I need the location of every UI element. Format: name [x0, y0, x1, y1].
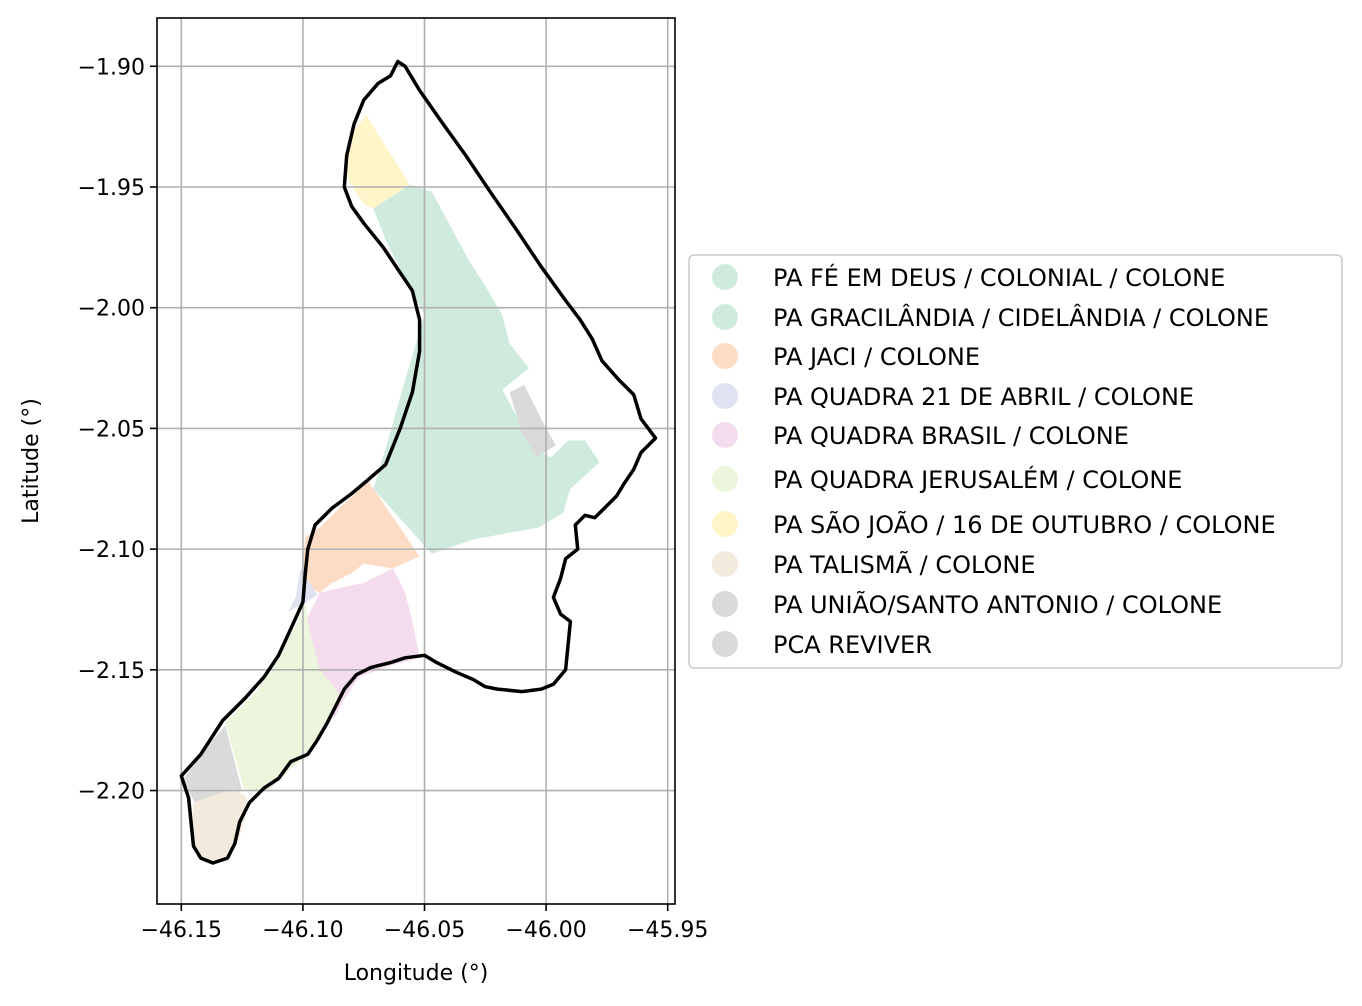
- legend-marker: [712, 264, 738, 290]
- legend-label: PCA REVIVER: [773, 631, 932, 659]
- legend-marker: [712, 591, 738, 617]
- region-2: [509, 385, 556, 458]
- y-tick-label: −2.00: [78, 297, 145, 322]
- legend-label: PA QUADRA BRASIL / COLONE: [773, 422, 1129, 450]
- x-ticks: −46.15 −46.10 −46.05 −46.00 −45.95: [141, 904, 708, 943]
- legend-label: PA SÃO JOÃO / 16 DE OUTUBRO / COLONE: [773, 509, 1276, 539]
- region-5: [305, 568, 420, 719]
- grid-lines: [157, 18, 675, 904]
- y-axis-label: Latitude (°): [19, 398, 44, 524]
- legend-label: PA GRACILÂNDIA / CIDELÂNDIA / COLONE: [773, 303, 1269, 332]
- axes-frame: [156, 17, 676, 905]
- x-tick-label: −46.00: [505, 918, 586, 943]
- y-tick-label: −2.10: [78, 538, 145, 563]
- legend-marker: [712, 383, 738, 409]
- legend-frame: [688, 254, 1343, 669]
- x-tick-label: −46.15: [141, 918, 222, 943]
- legend-label: PA QUADRA JERUSALÉM / COLONE: [773, 465, 1182, 494]
- y-tick-label: −1.90: [78, 55, 145, 80]
- region-1: [373, 184, 600, 554]
- y-tick-label: −2.15: [78, 659, 145, 684]
- y-ticks: −1.90 −1.95 −2.00 −2.05 −2.10 −2.15 −2.20: [78, 55, 157, 805]
- legend-label: PA UNIÃO/SANTO ANTONIO / COLONE: [773, 589, 1222, 619]
- y-tick-label: −2.20: [78, 780, 145, 805]
- region-6: [225, 602, 340, 791]
- x-tick-label: −46.05: [384, 918, 465, 943]
- legend-label: PA TALISMÃ / COLONE: [773, 549, 1036, 579]
- region-fills: [183, 114, 600, 863]
- legend-marker: [712, 422, 738, 448]
- legend-label: PA QUADRA 21 DE ABRIL / COLONE: [773, 383, 1194, 411]
- legend-marker: [712, 304, 738, 330]
- legend-marker: [712, 631, 738, 657]
- region-0: [344, 114, 410, 209]
- x-axis-label: Longitude (°): [344, 961, 489, 986]
- legend-marker: [712, 551, 738, 577]
- x-tick-label: −45.95: [627, 918, 708, 943]
- legend-label: PA JACI / COLONE: [773, 343, 980, 371]
- municipality-outline: [179, 59, 658, 865]
- region-3: [302, 481, 420, 593]
- legend-marker: [712, 343, 738, 369]
- legend: PA FÉ EM DEUS / COLONIAL / COLONE PA GRAC…: [688, 254, 1343, 669]
- x-tick-label: −46.10: [262, 918, 343, 943]
- legend-marker: [712, 466, 738, 492]
- legend-label: PA FÉ EM DEUS / COLONIAL / COLONE: [773, 263, 1225, 292]
- y-tick-label: −1.95: [78, 176, 145, 201]
- y-tick-label: −2.05: [78, 417, 145, 442]
- legend-marker: [712, 511, 738, 537]
